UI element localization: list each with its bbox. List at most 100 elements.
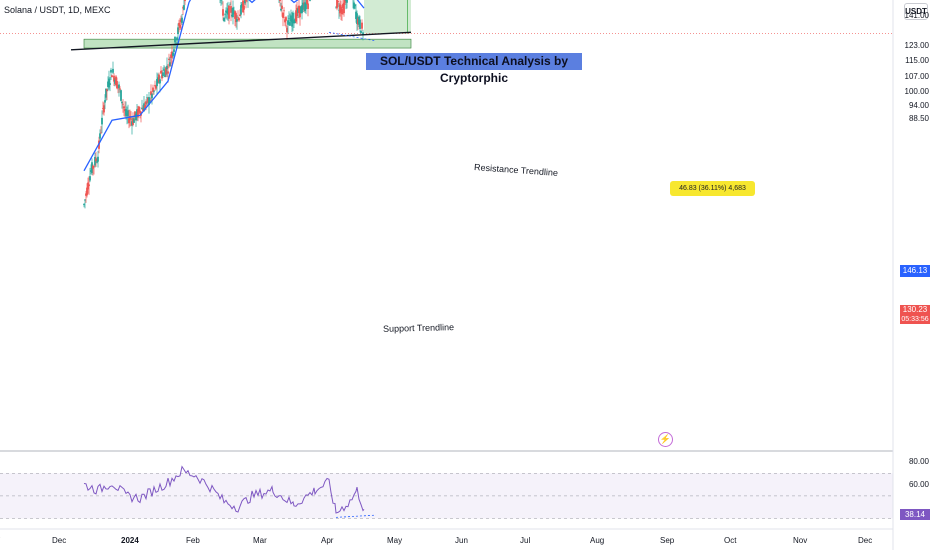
time-tick-label: Jul xyxy=(520,536,531,545)
candle-body xyxy=(162,72,164,77)
candle-body xyxy=(153,91,155,92)
candle-body xyxy=(118,84,120,89)
candle-body xyxy=(119,88,121,90)
candle-body xyxy=(127,110,129,117)
candle-body xyxy=(88,184,90,187)
candle-body xyxy=(111,75,113,78)
candle-body xyxy=(342,3,344,9)
candle-body xyxy=(171,51,173,58)
candle-body xyxy=(233,12,235,14)
rsi-dotted-trendline xyxy=(335,514,377,518)
candle-body xyxy=(143,103,145,112)
candle-body xyxy=(303,2,305,4)
candle-body xyxy=(105,88,107,98)
candle-body xyxy=(134,111,136,118)
candle-body xyxy=(170,54,172,58)
candle-body xyxy=(355,11,357,19)
candle-body xyxy=(122,103,124,105)
candle-body xyxy=(149,100,151,102)
moving-average-line xyxy=(83,0,365,172)
candle-body xyxy=(288,18,290,19)
candle-body xyxy=(184,0,186,2)
candle-body xyxy=(125,109,127,116)
candle-body xyxy=(294,18,296,24)
candle-body xyxy=(144,104,146,109)
candle-body xyxy=(181,17,183,23)
price-tick-label: 94.00 xyxy=(908,100,929,110)
candle-body xyxy=(107,81,109,87)
candle-body xyxy=(120,90,122,101)
candle-body xyxy=(113,75,115,82)
currency-button[interactable]: USDT xyxy=(904,3,928,20)
candle-body xyxy=(183,5,185,10)
candle-body xyxy=(336,0,338,9)
candle-body xyxy=(353,2,355,9)
candle-body xyxy=(94,156,96,166)
candle-body xyxy=(307,3,309,9)
candle-body xyxy=(282,12,284,18)
time-tick-label: Nov xyxy=(793,536,808,545)
candle-body xyxy=(232,7,234,18)
candle-body xyxy=(344,0,346,3)
candle-body xyxy=(101,117,103,125)
candle-body xyxy=(339,4,341,14)
candle-body xyxy=(345,0,347,1)
candle-body xyxy=(280,8,282,11)
candle-body xyxy=(109,83,111,85)
candle-body xyxy=(338,9,340,11)
candle-body xyxy=(131,121,133,126)
candle-body xyxy=(235,13,237,23)
candle-body xyxy=(296,8,298,17)
lightning-icon[interactable]: ⚡ xyxy=(658,432,673,447)
candle-body xyxy=(86,187,88,196)
candle-body xyxy=(356,13,358,25)
rsi-line xyxy=(83,465,365,514)
candle-body xyxy=(182,7,184,9)
candle-body xyxy=(135,113,137,121)
measure-tag: 46.83 (36.11%) 4,683 xyxy=(670,181,755,196)
support-zone xyxy=(83,38,412,49)
candle-body xyxy=(291,18,293,27)
candle-body xyxy=(243,5,245,10)
candle-body xyxy=(151,94,153,99)
symbol-header[interactable]: Solana / USDT, 1D, MEXC xyxy=(4,5,111,15)
candle-body xyxy=(95,158,97,162)
time-tick-label: Mar xyxy=(253,536,267,545)
candle-body xyxy=(242,0,244,13)
candle-body xyxy=(89,176,91,181)
candle-body xyxy=(154,85,156,87)
candle-body xyxy=(230,6,232,13)
candle-body xyxy=(279,0,281,2)
candle-body xyxy=(174,36,176,43)
candle-body xyxy=(103,105,105,113)
candle-body xyxy=(91,162,93,174)
candle-body xyxy=(97,156,99,162)
candle-body xyxy=(145,101,147,105)
support-trendline xyxy=(70,31,412,51)
candle-body xyxy=(130,118,132,120)
candle-body xyxy=(290,15,292,22)
candle-body xyxy=(136,109,138,118)
candle-body xyxy=(292,12,294,23)
time-tick-label: Sep xyxy=(660,536,675,545)
candle-body xyxy=(158,74,160,82)
candle-body xyxy=(289,22,291,26)
candle-body xyxy=(231,14,233,17)
candle-body xyxy=(354,4,356,7)
candle-body xyxy=(176,37,178,41)
ma-price-tag: 146.13 xyxy=(900,265,930,277)
candle-body xyxy=(156,79,158,87)
candle-body xyxy=(346,0,348,3)
candle-body xyxy=(96,161,98,163)
support-trendline-label: Support Trendline xyxy=(382,322,455,334)
candle-body xyxy=(360,30,362,34)
candle-body xyxy=(165,67,167,75)
time-tick-label: Oct xyxy=(724,536,737,545)
countdown-tag: 05:33:56 xyxy=(900,315,930,324)
candle-body xyxy=(234,11,236,19)
candle-body xyxy=(223,17,225,21)
candle-body xyxy=(286,27,288,33)
time-tick-label: Apr xyxy=(321,536,334,545)
candle-body xyxy=(148,97,150,105)
time-tick-label: Jun xyxy=(455,536,468,545)
